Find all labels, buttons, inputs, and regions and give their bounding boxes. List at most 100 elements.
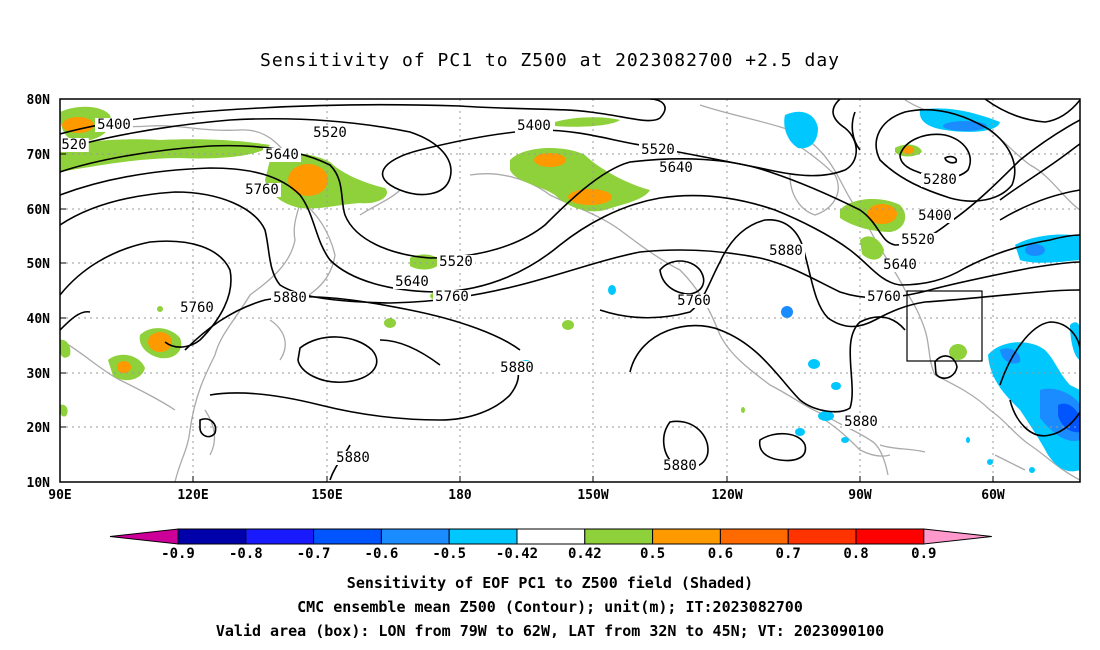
colorbar-cell <box>448 528 518 545</box>
contour-label: 5760 <box>245 182 279 198</box>
contour-label-bg <box>675 294 713 308</box>
contour-label-bg <box>865 290 903 304</box>
contour-label-bg <box>661 459 699 473</box>
lat-label: 40N <box>27 312 51 327</box>
contour-label-bg <box>311 126 349 140</box>
valid-area-box <box>906 290 983 362</box>
colorbar-label: 0.5 <box>640 546 665 562</box>
lat-label: 80N <box>27 93 51 108</box>
contour-label: 5640 <box>265 147 299 163</box>
contour-label: 5880 <box>500 360 534 376</box>
colorbar-label: 0.9 <box>911 546 936 562</box>
colorbar-cell <box>787 528 857 545</box>
lon-label: 150W <box>577 488 608 503</box>
contour-label-bg <box>916 209 954 223</box>
contour-label: 5520 <box>313 125 347 141</box>
contour-label-bg <box>433 290 471 304</box>
axis-ticks <box>60 98 994 483</box>
contour-label: 5880 <box>769 243 803 259</box>
lon-label: 90W <box>848 488 872 503</box>
colorbar-label: -0.6 <box>365 546 399 562</box>
lat-label: 60N <box>27 203 51 218</box>
colorbar-cell <box>313 528 382 545</box>
contour-label-bg <box>767 244 805 258</box>
contour-label-bg <box>515 119 553 133</box>
contour-label-bg <box>437 255 475 269</box>
contour-label: 5520 <box>901 232 935 248</box>
longitude-labels: 90E 120E 150E 180 150W 120W 90W 60W <box>48 488 1005 503</box>
contour-label: 520 <box>61 137 86 153</box>
figure-title: Sensitivity of PC1 to Z500 at 2023082700… <box>259 50 840 71</box>
contour-label: 5520 <box>641 142 675 158</box>
colorbar-label: -0.9 <box>161 546 195 562</box>
lat-label: 30N <box>27 367 51 382</box>
colorbar-over-triangle <box>923 528 992 545</box>
colorbar-label: 0.8 <box>843 546 868 562</box>
contour-label-bg <box>263 148 301 162</box>
lon-label: 120E <box>177 488 208 503</box>
contour-label-bg <box>498 361 536 375</box>
colorbar-cell <box>245 528 315 545</box>
contour-label: 5640 <box>395 274 429 290</box>
colorbar <box>109 528 992 545</box>
contour-label-bg <box>59 138 89 152</box>
colorbar-labels: -0.9 -0.8 -0.7 -0.6 -0.5 -0.42 0.42 0.5 0.6 0.7 0.… <box>161 546 936 562</box>
contour-label: 5760 <box>677 293 711 309</box>
lat-label: 10N <box>27 476 51 491</box>
contour-labels: 5400 520 5520 5640 5760 5400 5520 5640 5520 5640 5… <box>59 117 959 474</box>
contour-label: 5280 <box>923 172 957 188</box>
contour-label-bg <box>921 173 959 187</box>
contour-label: 5520 <box>439 254 473 270</box>
colorbar-cell <box>584 528 654 545</box>
contour-label-bg <box>271 291 309 305</box>
lon-label: 180 <box>448 488 472 503</box>
contour-label: 5760 <box>867 289 901 305</box>
lat-label: 50N <box>27 257 51 272</box>
contour-label-bg <box>842 415 880 429</box>
z500-contours <box>60 99 1080 481</box>
contour-label: 5880 <box>663 458 697 474</box>
contour-label: 5400 <box>97 117 131 133</box>
contour-label-bg <box>881 258 919 272</box>
contour-label: 5640 <box>883 257 917 273</box>
lat-label: 20N <box>27 421 51 436</box>
negative-sensitivity-shading <box>521 108 1080 473</box>
lon-label: 60W <box>981 488 1005 503</box>
contour-label-bg <box>657 161 695 175</box>
plot-frame <box>59 98 1081 483</box>
caption-line-3: Valid area (box): LON from 79W to 62W, L… <box>215 622 885 640</box>
lat-label: 70N <box>27 148 51 163</box>
contour-label-bg <box>95 118 133 132</box>
caption-line-2: CMC ensemble mean Z500 (Contour); unit(m… <box>297 598 803 616</box>
colorbar-cell <box>719 528 789 545</box>
colorbar-label: -0.42 <box>496 546 538 562</box>
contour-label-bg <box>393 275 431 289</box>
contour-label: 5880 <box>273 290 307 306</box>
contour-label: 5400 <box>918 208 952 224</box>
positive-sensitivity-shading <box>60 106 967 417</box>
colorbar-cell <box>516 528 586 545</box>
contour-label-bg <box>334 451 372 465</box>
contour-label: 5640 <box>659 160 693 176</box>
colorbar-label: 0.42 <box>568 546 602 562</box>
contour-label-bg <box>178 301 216 315</box>
contour-label: 5880 <box>336 450 370 466</box>
contour-label: 5400 <box>517 118 551 134</box>
caption-line-1: Sensitivity of EOF PC1 to Z500 field (Sh… <box>346 574 754 592</box>
contour-label: 5880 <box>844 414 878 430</box>
colorbar-cell <box>652 528 721 545</box>
colorbar-label: -0.5 <box>432 546 466 562</box>
colorbar-under-triangle <box>109 528 179 545</box>
contour-label-bg <box>899 233 937 247</box>
contour-label-bg <box>243 183 281 197</box>
colorbar-cell <box>177 528 247 545</box>
contour-label-bg <box>639 143 677 157</box>
colorbar-label: -0.8 <box>229 546 263 562</box>
colorbar-label: -0.7 <box>297 546 331 562</box>
lon-label: 120W <box>711 488 742 503</box>
colorbar-label: 0.6 <box>708 546 733 562</box>
contour-label: 5760 <box>180 300 214 316</box>
latitude-labels: 80N 70N 60N 50N 40N 30N 20N 10N <box>27 93 51 491</box>
contour-label: 5760 <box>435 289 469 305</box>
